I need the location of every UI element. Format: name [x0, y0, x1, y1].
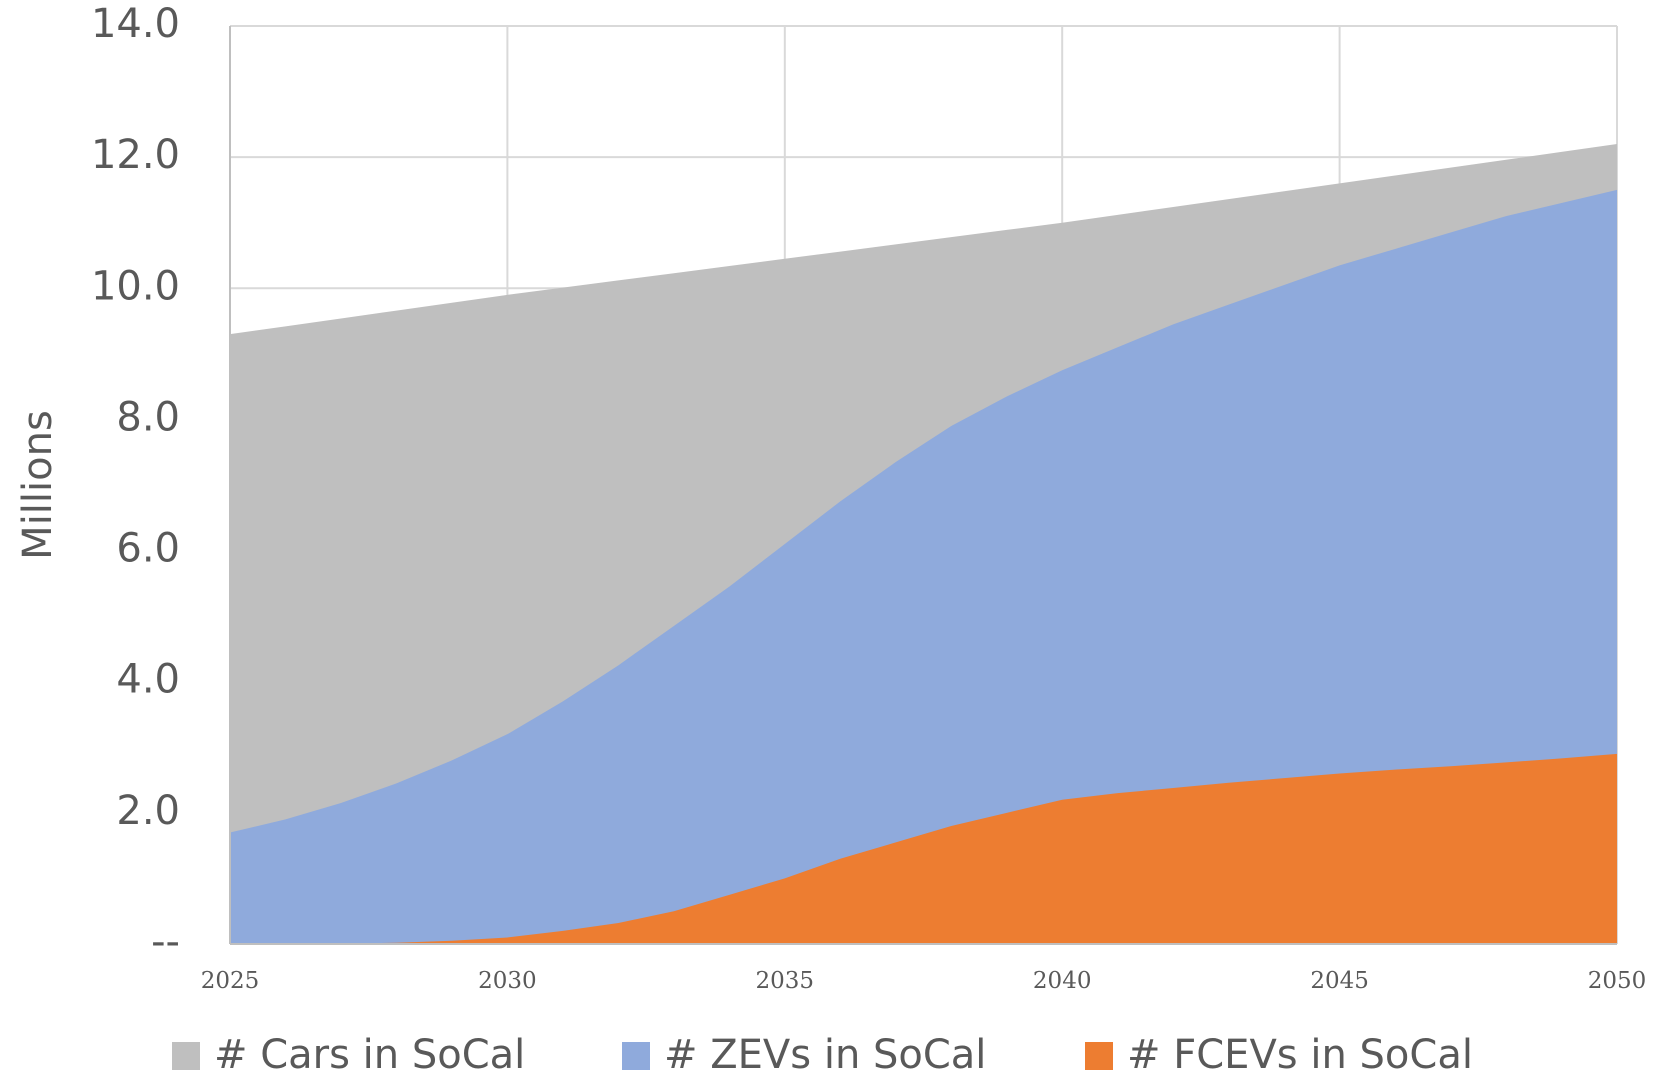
legend-label: # FCEVs in SoCal — [1127, 1032, 1473, 1077]
y-tick-label: -- — [151, 919, 180, 965]
x-tick-label: 2035 — [756, 968, 815, 994]
y-tick-label: 6.0 — [116, 526, 180, 572]
x-tick-label: 2045 — [1310, 968, 1369, 994]
legend-label: # ZEVs in SoCal — [664, 1032, 986, 1077]
area — [230, 753, 1617, 944]
legend-swatch — [622, 1042, 650, 1070]
y-tick-label: 4.0 — [116, 657, 180, 703]
y-tick-label: 14.0 — [91, 1, 180, 47]
x-tick-label: 2040 — [1033, 968, 1092, 994]
area — [230, 189, 1617, 944]
y-tick-label: 10.0 — [91, 263, 180, 309]
y-axis-title: Millions — [15, 410, 61, 560]
y-tick-label: 2.0 — [116, 788, 180, 834]
x-tick-label: 2030 — [478, 968, 537, 994]
legend-swatch — [1085, 1042, 1113, 1070]
x-tick-label: 2025 — [201, 968, 260, 994]
y-tick-label: 12.0 — [91, 132, 180, 178]
legend-label: # Cars in SoCal — [214, 1032, 525, 1077]
legend-swatch — [172, 1042, 200, 1070]
y-tick-label: 8.0 — [116, 394, 180, 440]
x-tick-label: 2050 — [1588, 968, 1647, 994]
